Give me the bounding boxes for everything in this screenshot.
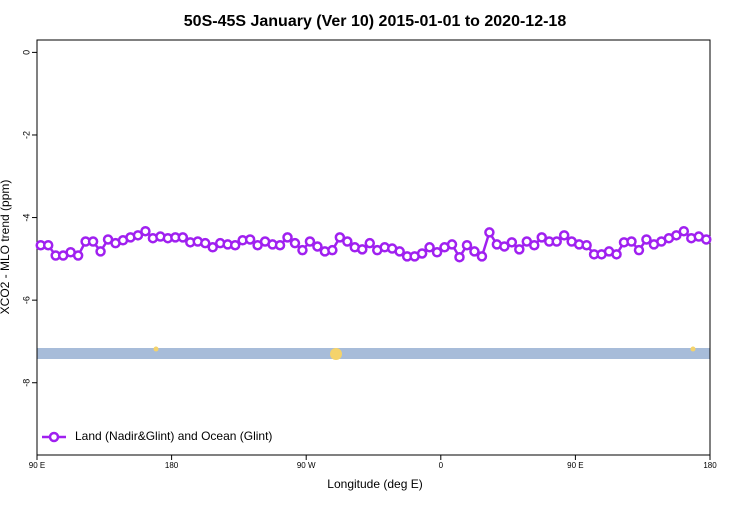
data-point	[514, 244, 525, 255]
data-point	[678, 225, 690, 237]
x-tick-label: 180	[703, 461, 717, 470]
land-marker	[330, 348, 342, 360]
data-point	[701, 234, 712, 245]
x-tick-label: 90 E	[567, 461, 583, 470]
x-tick-label: 0	[439, 461, 444, 470]
x-axis-label: Longitude (deg E)	[327, 477, 422, 491]
data-point	[342, 236, 353, 247]
data-point	[244, 234, 256, 245]
data-point	[476, 251, 488, 262]
data-point	[558, 230, 570, 241]
data-point	[297, 244, 308, 256]
data-point	[357, 244, 368, 255]
data-point	[312, 241, 323, 252]
data-point	[581, 239, 592, 251]
legend-marker	[48, 431, 60, 443]
y-tick-label: -6	[21, 296, 31, 304]
y-tick-label: -4	[21, 214, 31, 222]
data-point	[364, 237, 376, 249]
data-point	[529, 239, 540, 251]
data-point	[424, 242, 435, 253]
land-ocean-strip	[37, 348, 710, 359]
y-tick-label: -2	[21, 131, 31, 139]
data-point	[626, 236, 637, 247]
legend-label: Land (Nadir&Glint) and Ocean (Glint)	[75, 429, 272, 443]
data-point	[551, 236, 562, 247]
data-point	[95, 246, 106, 257]
x-tick-label: 90 E	[29, 461, 45, 470]
data-point	[416, 248, 428, 259]
chart-title: 50S-45S January (Ver 10) 2015-01-01 to 2…	[184, 13, 567, 30]
data-point	[207, 242, 218, 253]
data-point	[394, 246, 405, 257]
data-point	[42, 239, 54, 251]
data-point	[633, 244, 645, 256]
data-point	[200, 237, 211, 249]
data-point	[641, 234, 652, 245]
data-point	[506, 237, 518, 248]
data-point	[289, 237, 301, 249]
data-point	[87, 236, 99, 247]
y-axis-label: XCO2 - MLO trend (ppm)	[0, 180, 12, 315]
data-point	[454, 251, 465, 263]
data-point	[536, 232, 547, 243]
y-tick-label: -8	[21, 379, 31, 387]
data-point	[132, 230, 144, 241]
data-point	[611, 249, 622, 260]
data-point	[140, 225, 151, 237]
y-tick-label: 0	[21, 50, 31, 55]
data-point	[671, 230, 682, 241]
data-point	[431, 246, 443, 258]
data-point	[469, 246, 480, 257]
x-tick-label: 180	[165, 461, 179, 470]
data-point	[229, 239, 241, 251]
data-point	[334, 232, 346, 243]
data-point	[499, 241, 510, 252]
data-point	[72, 250, 84, 261]
data-point	[446, 239, 458, 250]
data-point	[461, 239, 473, 251]
data-point	[177, 232, 189, 243]
data-point	[274, 239, 286, 251]
data-point	[327, 244, 338, 256]
data-point	[484, 227, 495, 238]
data-point	[282, 232, 293, 243]
data-point	[304, 236, 316, 247]
land-marker	[690, 346, 696, 352]
land-marker	[153, 346, 159, 352]
x-tick-label: 90 W	[297, 461, 316, 470]
